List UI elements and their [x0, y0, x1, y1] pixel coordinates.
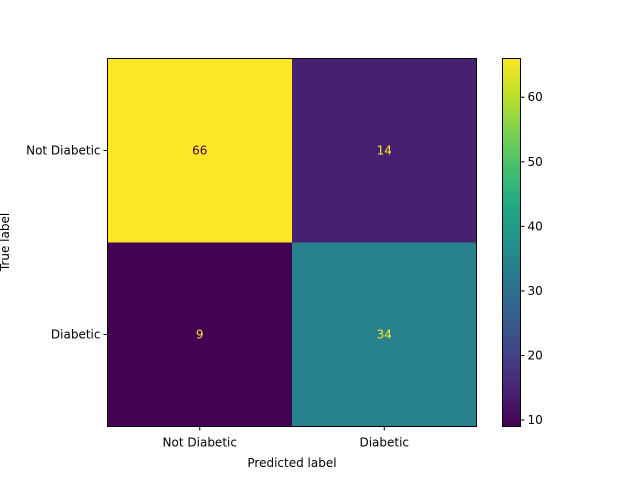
x-axis-ticks: Not Diabetic Diabetic: [163, 426, 409, 450]
x-tick-label: Diabetic: [359, 436, 409, 450]
y-axis-label: True label: [0, 213, 12, 272]
cell-value-label: 9: [196, 328, 204, 342]
colorbar-tick-label: 60: [528, 90, 543, 104]
cell-value-labels: 66 14 9 34: [192, 144, 392, 342]
y-tick-label: Not Diabetic: [26, 144, 100, 158]
cell-value-label: 14: [377, 144, 392, 158]
heatmap-cells: [107, 58, 477, 427]
colorbar: [502, 58, 521, 427]
heatmap-cell: [107, 242, 293, 427]
heatmap-cell: [107, 58, 293, 243]
cell-value-label: 66: [192, 144, 207, 158]
y-tick-label: Diabetic: [51, 328, 101, 342]
cell-value-label: 34: [377, 328, 392, 342]
colorbar-ticks: 10 20 30 40 50 60: [520, 90, 543, 427]
x-tick-label: Not Diabetic: [163, 436, 237, 450]
x-axis-label: Predicted label: [247, 456, 336, 470]
colorbar-tick-label: 30: [528, 284, 543, 298]
colorbar-tick-label: 40: [528, 219, 543, 233]
y-axis-ticks: Not Diabetic Diabetic: [26, 144, 108, 342]
heatmap-frame: [107, 58, 477, 427]
colorbar-tick-label: 50: [528, 155, 543, 169]
colorbar-tick-label: 10: [528, 413, 543, 427]
heatmap-cell: [292, 58, 477, 243]
heatmap-cell: [292, 242, 477, 427]
colorbar-tick-label: 20: [528, 348, 543, 362]
